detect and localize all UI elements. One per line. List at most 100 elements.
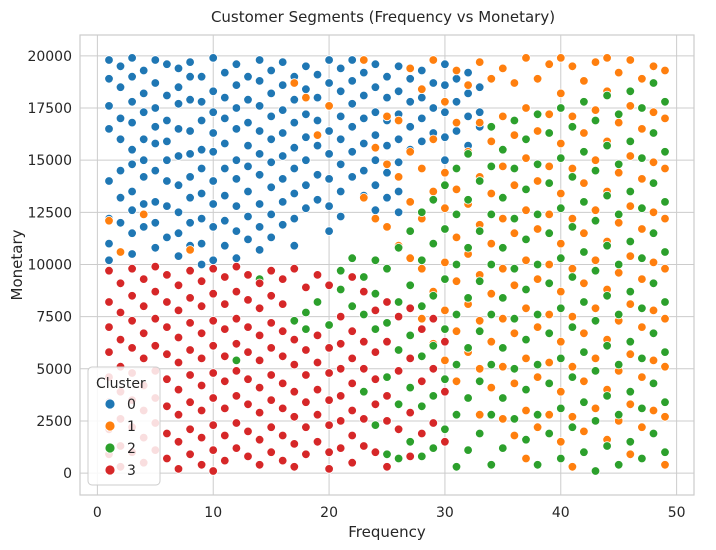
plot-frame	[79, 34, 695, 496]
data-point	[451, 232, 462, 243]
data-point	[567, 272, 578, 282]
data-point	[347, 430, 357, 441]
data-point	[185, 293, 195, 303]
data-point	[648, 207, 659, 218]
data-point	[532, 224, 543, 234]
data-point	[498, 293, 508, 303]
data-point	[648, 305, 659, 316]
data-point	[115, 307, 126, 318]
data-point	[417, 314, 427, 324]
data-point	[173, 99, 184, 109]
data-point	[382, 222, 392, 232]
data-point	[625, 136, 636, 147]
data-point	[301, 307, 311, 318]
data-point	[475, 276, 485, 286]
data-point	[301, 132, 311, 142]
data-point	[660, 264, 670, 274]
data-point	[243, 94, 253, 105]
data-point	[138, 107, 149, 117]
data-point	[278, 326, 288, 336]
data-point	[243, 140, 253, 151]
data-point	[254, 245, 265, 255]
data-point	[324, 149, 334, 159]
data-point	[196, 163, 207, 174]
data-point	[532, 422, 543, 432]
data-point	[278, 403, 288, 414]
data-point	[556, 53, 566, 63]
data-point	[417, 113, 427, 124]
data-point	[173, 384, 184, 395]
data-point	[254, 407, 265, 418]
data-point	[556, 238, 566, 249]
data-point	[509, 280, 520, 291]
data-point	[359, 165, 369, 176]
data-point	[521, 53, 531, 63]
data-point	[127, 117, 137, 128]
data-point	[405, 253, 415, 263]
data-point	[463, 293, 473, 303]
x-tick-label: 10	[204, 505, 222, 521]
data-point	[150, 261, 161, 272]
data-point	[312, 195, 323, 205]
data-point	[231, 286, 242, 297]
data-point	[544, 428, 554, 439]
data-point	[359, 337, 369, 347]
data-point	[173, 228, 184, 238]
data-point	[521, 405, 531, 416]
data-point	[185, 345, 195, 355]
data-point	[150, 197, 161, 207]
data-point	[625, 437, 636, 447]
data-point	[405, 437, 415, 447]
data-point	[475, 117, 485, 128]
data-point	[289, 188, 300, 199]
data-point	[185, 149, 195, 159]
data-point	[324, 174, 334, 184]
data-point	[196, 188, 207, 199]
data-point	[579, 147, 589, 157]
data-point	[556, 103, 566, 113]
legend-label: 2	[127, 441, 136, 457]
data-point	[648, 278, 659, 289]
data-point	[208, 222, 218, 232]
data-point	[231, 201, 242, 211]
data-point	[544, 259, 554, 270]
data-point	[185, 192, 195, 203]
data-point	[602, 441, 612, 451]
data-point	[590, 57, 601, 67]
data-point	[162, 115, 172, 126]
data-point	[556, 387, 566, 397]
data-point	[648, 328, 659, 339]
data-point	[660, 460, 670, 470]
data-point	[614, 359, 624, 370]
data-point	[544, 178, 554, 188]
data-point	[359, 441, 369, 451]
data-point	[115, 278, 126, 289]
data-point	[393, 115, 404, 126]
data-point	[498, 63, 508, 74]
data-point	[266, 266, 276, 276]
data-point	[336, 284, 346, 295]
data-point	[150, 55, 161, 65]
data-point	[498, 314, 508, 324]
data-point	[266, 134, 276, 145]
data-point	[359, 55, 369, 65]
data-point	[440, 424, 450, 435]
x-tick-label: 30	[436, 505, 454, 521]
data-point	[289, 264, 300, 274]
data-point	[382, 462, 392, 472]
data-point	[382, 192, 392, 203]
data-point	[162, 136, 172, 147]
data-point	[370, 289, 381, 299]
data-point	[660, 362, 670, 372]
x-tick-label: 50	[668, 505, 686, 521]
data-point	[498, 111, 508, 122]
data-point	[138, 274, 149, 284]
data-point	[127, 144, 137, 155]
data-point	[556, 88, 566, 99]
data-point	[104, 255, 114, 265]
y-axis-title: Monetary	[8, 229, 26, 300]
data-point	[440, 59, 450, 69]
data-point	[567, 61, 578, 72]
data-point	[637, 274, 647, 284]
data-point	[185, 266, 195, 276]
